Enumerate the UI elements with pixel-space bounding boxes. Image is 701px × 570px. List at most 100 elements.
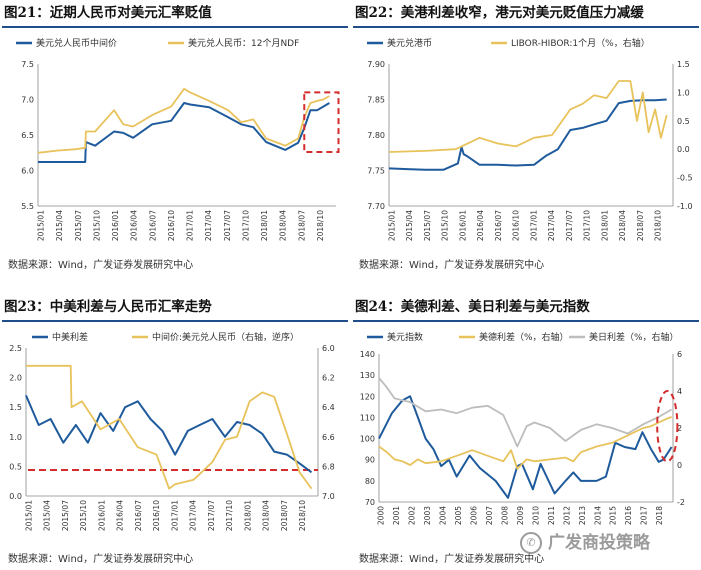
- y2-tick-label: 0: [677, 461, 682, 470]
- source-note: 数据来源：Wind，广发证券发展研究中心: [359, 554, 545, 565]
- x-tick-label: 2016/10: [512, 210, 521, 241]
- series-line-1: [38, 102, 330, 163]
- watermark-text: 广发商投策略: [548, 533, 650, 553]
- legend-label: LIBOR-HIBOR:1个月（%，右轴）: [511, 37, 650, 49]
- x-tick-label: 2016/01: [111, 210, 120, 241]
- chart-rmb-usd: 5.5 6.0 6.5 7.0 7.5 2015/01 2015/04 2015/07 2015…: [16, 37, 340, 241]
- y2-tick-label: 6.8: [322, 462, 335, 471]
- x-tick-label: 2004: [439, 506, 448, 525]
- chart-dollar-index: 70 80 90 100 110 120 130 140 -2 0 2 4 6 2000 2001 2002 2…: [360, 331, 685, 525]
- x-tick-label: 2016/10: [167, 210, 176, 241]
- x-tick-label: 2016/07: [494, 210, 503, 241]
- y-tick-label: 90: [365, 456, 375, 465]
- y-tick-label: 6.5: [21, 131, 34, 140]
- y2-tick-label: -0.5: [677, 174, 693, 183]
- x-tick-label: 2018/07: [280, 500, 289, 531]
- series-line-1: [378, 395, 673, 499]
- x-tick-label: 2001: [392, 506, 401, 525]
- y-tick-label: 130: [360, 371, 375, 380]
- x-tick-label: 2015/07: [423, 210, 432, 241]
- series-line-2: [37, 87, 330, 154]
- panel-22: 图22：美港利差收窄，港元对美元贬值压力减缓 7.70 7.75 7.80 7.85 7…: [353, 2, 699, 272]
- y-tick-label: 70: [365, 498, 375, 507]
- series-line-1: [25, 395, 313, 474]
- x-tick-label: 2015: [609, 506, 618, 525]
- x-tick-label: 2003: [423, 506, 432, 525]
- x-tick-label: 2017/01: [529, 210, 538, 241]
- y-tick-label: 5.5: [21, 202, 34, 211]
- x-tick-label: 2007: [485, 506, 494, 525]
- x-tick-label: 2017/04: [189, 500, 198, 531]
- series-line-2: [378, 416, 672, 470]
- y-tick-label: 6.0: [21, 167, 34, 176]
- x-tick-label: 2015/10: [92, 210, 101, 241]
- y-tick-label: 1.0: [9, 433, 22, 442]
- x-tick-label: 2015/01: [37, 210, 46, 241]
- x-tick-label: 2015/01: [24, 500, 33, 531]
- y-tick-label: 2.5: [9, 344, 22, 353]
- x-tick-label: 2018/07: [297, 210, 306, 241]
- x-tick-label: 2017/07: [223, 210, 232, 241]
- series-line-2: [388, 80, 668, 153]
- x-tick-label: 2018/01: [260, 210, 269, 241]
- y2-tick-label: 6.4: [322, 403, 335, 412]
- panel-title: 图23：中美利差与人民币汇率走势: [2, 296, 348, 322]
- legend-label: 美日利差（%，右轴）: [589, 331, 679, 343]
- x-tick-label: 2016/07: [148, 210, 157, 241]
- x-tick-label: 2005: [454, 506, 463, 525]
- panel-24: 图24：美德利差、美日利差与美元指数 70 80 90 100 110 120 130 140…: [353, 296, 699, 568]
- watermark: ✆ 广发商投策略: [520, 528, 690, 554]
- x-tick-label: 2018/01: [243, 500, 252, 531]
- y-tick-label: 7.80: [367, 131, 385, 140]
- x-tick-label: 2016/04: [476, 210, 485, 241]
- x-tick-label: 2015/07: [61, 500, 70, 531]
- x-tick-label: 2018/04: [279, 210, 288, 241]
- x-tick-label: 2010: [531, 506, 540, 525]
- x-tick-label: 2017/01: [186, 210, 195, 241]
- y-tick-label: 7.75: [367, 167, 385, 176]
- x-tick-label: 2018/10: [654, 210, 663, 241]
- x-tick-label: 2015/10: [79, 500, 88, 531]
- y-tick-label: 7.85: [367, 96, 385, 105]
- y-tick-label: 7.5: [21, 60, 34, 69]
- x-tick-label: 2015/04: [55, 210, 64, 241]
- highlight-ellipse: [656, 390, 679, 463]
- y2-tick-label: 6.0: [322, 344, 335, 353]
- x-tick-label: 2013: [578, 506, 587, 525]
- y-tick-label: 100: [360, 435, 375, 444]
- y-tick-label: 7.70: [367, 202, 385, 211]
- panel-title: 图21：近期人民币对美元汇率贬值: [2, 2, 348, 28]
- highlight-box: [303, 91, 340, 154]
- x-tick-label: 2002: [408, 506, 417, 525]
- x-tick-label: 2016/01: [458, 210, 467, 241]
- panel-title: 图24：美德利差、美日利差与美元指数: [353, 296, 699, 322]
- x-tick-label: 2018/01: [600, 210, 609, 241]
- x-tick-label: 2014: [593, 506, 602, 525]
- legend-label: 美德利差（%，右轴）: [479, 331, 569, 343]
- y2-tick-label: 7.0: [322, 492, 335, 501]
- x-tick-label: 2015/01: [387, 210, 396, 241]
- x-tick-label: 2016/07: [134, 500, 143, 531]
- x-tick-label: 2017/01: [170, 500, 179, 531]
- y-tick-label: 7.90: [367, 60, 385, 69]
- y2-tick-label: 0.5: [677, 117, 690, 126]
- x-tick-label: 2015/07: [74, 210, 83, 241]
- x-tick-label: 2016: [624, 506, 633, 525]
- x-tick-label: 2012: [562, 506, 571, 525]
- x-tick-label: 2000: [377, 506, 386, 525]
- x-tick-label: 2017/10: [583, 210, 592, 241]
- y-tick-label: 80: [365, 477, 375, 486]
- y-tick-label: 120: [360, 392, 375, 401]
- y-tick-label: 2.0: [9, 374, 22, 383]
- x-tick-label: 2018: [655, 506, 664, 525]
- y2-tick-label: 2: [677, 424, 682, 433]
- y2-tick-label: 6.2: [322, 374, 335, 383]
- y2-tick-label: 4: [677, 387, 682, 396]
- y2-tick-label: 6: [677, 350, 682, 359]
- source-note: 数据来源：Wind，广发证券发展研究中心: [8, 554, 194, 565]
- panel-title: 图22：美港利差收窄，港元对美元贬值压力减缓: [353, 2, 699, 28]
- x-tick-label: 2006: [469, 506, 478, 525]
- x-tick-label: 2018/10: [298, 500, 307, 531]
- y-tick-label: 1.5: [9, 403, 22, 412]
- wechat-icon: ✆: [520, 532, 542, 554]
